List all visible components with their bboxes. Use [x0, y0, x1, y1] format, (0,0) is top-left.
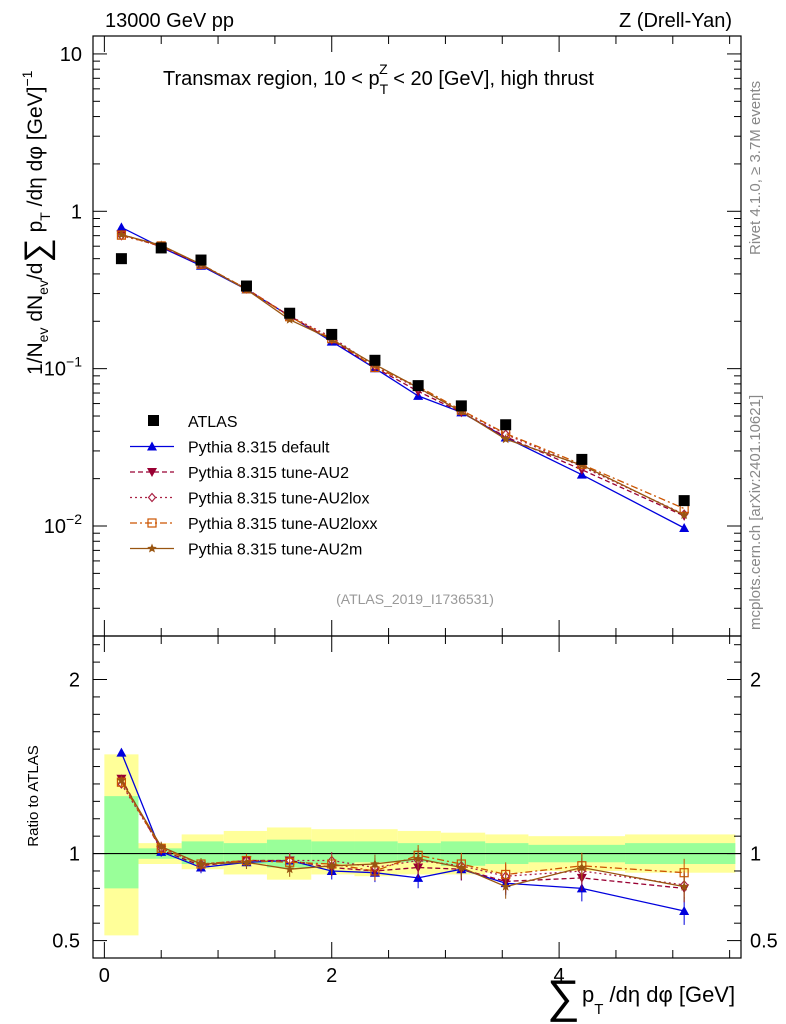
band-inner-6	[354, 841, 398, 863]
ytick-label-ratio-right: 1	[750, 844, 761, 866]
ytick-label-ratio-right: 2	[750, 670, 761, 692]
legend-label-au2loxx: Pythia 8.315 tune-AU2loxx	[188, 516, 377, 533]
legend-label-atlas: ATLAS	[188, 414, 238, 431]
xtick-label: 4	[554, 965, 565, 987]
point-ratio-default-0	[116, 747, 127, 757]
atlas-point-8	[455, 400, 467, 412]
point-ratio-au2m-1	[156, 841, 166, 851]
ytick-label-ratio-left: 2	[69, 670, 80, 692]
atlas-point-9	[500, 419, 512, 431]
atlas-point-10	[576, 453, 588, 465]
series-default	[116, 222, 690, 925]
point-main-default-0	[116, 222, 127, 232]
point-main-au2m-11	[679, 510, 689, 520]
point-ratio-au2m-2	[196, 859, 206, 869]
point-ratio-au2m-5	[326, 860, 337, 870]
point-main-au2m-4	[284, 314, 295, 324]
point-ratio-au2m-6	[370, 859, 380, 869]
svg-text:∑: ∑	[547, 970, 580, 1022]
legend-marker-default	[147, 441, 157, 451]
atlas-point-11	[678, 495, 690, 507]
atlas-point-2	[195, 254, 207, 266]
point-ratio-au2m-0	[116, 775, 127, 785]
series-au2loxx	[116, 230, 689, 887]
atlas-point-1	[155, 242, 167, 254]
legend-label-au2: Pythia 8.315 tune-AU2	[188, 465, 349, 482]
header-left: 13000 GeV pp	[105, 10, 234, 32]
x-axis-title: ∑ pT /dη dφ [GeV]	[547, 970, 735, 1022]
atlas-point-3	[240, 280, 252, 292]
band-inner-5	[311, 841, 355, 865]
point-main-au2m-9	[500, 434, 511, 444]
legend: ATLAS Pythia 8.315 default Pythia 8.315 tu…	[130, 414, 377, 559]
legend-label-default: Pythia 8.315 default	[188, 440, 330, 457]
legend-marker-au2loxx	[147, 518, 157, 528]
ytick-label-ratio-left: 0.5	[52, 931, 80, 953]
atlas-point-4	[284, 307, 296, 319]
axis-ticks	[93, 36, 741, 958]
point-ratio-au2m-4	[284, 864, 295, 874]
line-main-au2	[121, 233, 685, 517]
y-axis-title-ratio: Ratio to ATLAS	[25, 745, 42, 846]
point-ratio-default-11	[679, 906, 690, 916]
point-ratio-au2m-7	[413, 853, 423, 863]
ratio-panel-frame	[92, 635, 742, 959]
atlas-point-5	[326, 328, 338, 340]
svg-text:1/Nev dNev/d∑ pT /dη dφ [GeV]: 1/Nev dNev/d∑ pT /dη dφ [GeV]−1	[18, 70, 56, 375]
legend-marker-atlas	[148, 415, 159, 426]
point-ratio-au2m-10	[577, 862, 587, 872]
analysis-tag: (ATLAS_2019_I1736531)	[336, 591, 494, 607]
band-inner-0	[104, 796, 139, 889]
legend-marker-au2	[147, 468, 157, 477]
atlas-point-7	[412, 380, 424, 392]
side-label-mcplots: mcplots.cern.ch [arXiv:2401.10621]	[747, 395, 764, 630]
svg-text:pT /dη dφ [GeV]: pT /dη dφ [GeV]	[582, 982, 735, 1018]
legend-marker-au2m	[147, 543, 157, 553]
xtick-label: 2	[326, 965, 337, 987]
header-right: Z (Drell-Yan)	[619, 10, 732, 32]
series-layer	[116, 222, 690, 925]
ytick-label-main: 10−1	[44, 354, 82, 381]
line-ratio-au2loxx	[120, 781, 685, 876]
ytick-label-main: 10−2	[44, 511, 82, 538]
point-ratio-au2m-11	[679, 881, 689, 891]
legend-label-au2m: Pythia 8.315 tune-AU2m	[188, 542, 362, 559]
ytick-label-main: 1	[71, 201, 82, 223]
plot-frames	[92, 35, 742, 959]
ratio-uncertainty-bands	[104, 754, 736, 936]
line-main-default	[121, 226, 685, 529]
atlas-point-6	[369, 354, 381, 366]
band-inner-2	[181, 841, 224, 865]
line-main-au2m	[121, 234, 685, 516]
y-axis-title-main: 1/Nev dNev/d∑ pT /dη dφ [GeV]−1	[18, 70, 56, 375]
atlas-data-points	[115, 242, 690, 507]
point-main-au2m-0	[116, 229, 127, 239]
side-label-rivet: Rivet 4.1.0, ≥ 3.7M events	[747, 81, 764, 255]
line-ratio-au2m	[120, 780, 685, 888]
band-inner-7	[397, 843, 441, 863]
legend-label-au2lox: Pythia 8.315 tune-AU2lox	[188, 491, 369, 508]
point-ratio-au2m-3	[241, 857, 252, 867]
chart-title: Transmax region, 10 < pTZ < 20 [GeV], hi…	[163, 61, 594, 97]
point-ratio-au2m-8	[456, 862, 467, 872]
series-au2m	[116, 229, 689, 901]
series-au2	[116, 230, 690, 903]
atlas-point-0	[115, 253, 127, 265]
series-au2lox	[117, 230, 689, 899]
tick-labels: 10−2 10−1 1 10 0.5 0.5 1 1 2 2 0 2 4	[44, 44, 778, 987]
ytick-label-ratio-right: 0.5	[750, 931, 778, 953]
xtick-label: 0	[99, 965, 110, 987]
line-ratio-au2	[120, 778, 685, 890]
point-ratio-au2m-9	[500, 881, 511, 891]
point-main-default-11	[679, 522, 690, 532]
ytick-label-main: 10	[60, 44, 82, 66]
ytick-label-ratio-left: 1	[69, 844, 80, 866]
legend-marker-au2lox	[147, 492, 157, 503]
